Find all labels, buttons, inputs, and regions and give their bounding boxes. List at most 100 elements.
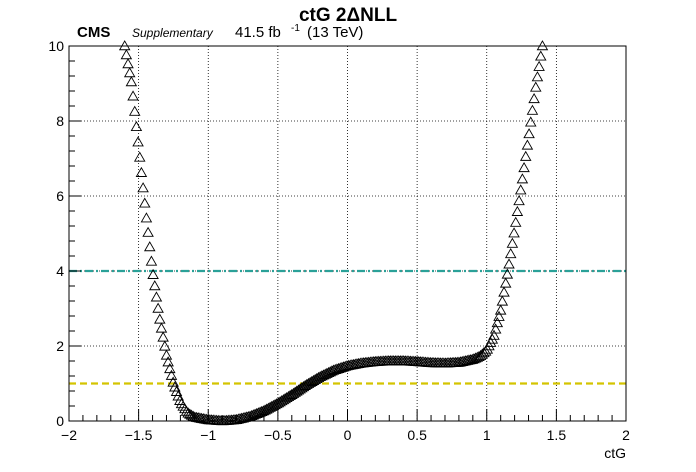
cms-label: CMS <box>77 24 110 41</box>
scan-point <box>143 241 156 252</box>
scan-point <box>504 247 517 259</box>
scan-point <box>154 313 166 324</box>
scan-point <box>506 237 519 248</box>
scan-point <box>169 381 181 392</box>
scan-point <box>533 60 545 71</box>
chart-title: ctG 2ΔNLL <box>299 5 398 26</box>
scan-point <box>132 136 144 147</box>
y-tick-label: 4 <box>56 263 64 279</box>
scan-point <box>501 268 514 279</box>
scan-point <box>526 104 539 115</box>
x-tick-label: 1 <box>483 427 491 443</box>
scan-point <box>138 197 151 208</box>
scan-point <box>521 139 534 150</box>
scan-point <box>339 360 352 371</box>
scan-point <box>514 184 527 195</box>
x-tick-label: 0 <box>344 427 352 443</box>
scan-point <box>529 81 542 92</box>
scan-point <box>336 361 348 372</box>
scan-point <box>496 295 509 306</box>
scan-point <box>120 49 133 60</box>
x-tick-label: 1.5 <box>547 427 567 443</box>
scan-point <box>187 410 199 421</box>
scan-point <box>122 58 134 69</box>
scan-point <box>162 356 174 367</box>
scan-point <box>498 286 510 297</box>
scan-point <box>499 277 512 288</box>
y-tick-label: 2 <box>56 338 64 354</box>
supplementary-label: Supplementary <box>132 26 214 40</box>
scan-point <box>165 369 178 380</box>
scan-point <box>159 340 171 351</box>
energy-label: (13 TeV) <box>307 24 363 41</box>
scan-point <box>509 216 522 227</box>
scan-point <box>125 76 138 87</box>
scan-point <box>167 376 179 387</box>
scan-point <box>535 50 547 61</box>
x-tick-label: 0.5 <box>407 427 427 443</box>
scan-point <box>307 374 320 385</box>
x-tick-label: −1.5 <box>125 427 153 443</box>
scan-point <box>503 258 515 269</box>
scan-point <box>524 116 537 127</box>
scan-point <box>135 166 148 177</box>
y-tick-label: 6 <box>56 188 64 204</box>
scan-point <box>531 71 544 82</box>
scan-point <box>147 268 159 279</box>
scan-point <box>128 105 141 116</box>
scan-point <box>118 40 131 51</box>
x-tick-label: −2 <box>61 427 77 443</box>
scan-point <box>269 398 281 410</box>
scan-point <box>523 128 535 139</box>
scan-point <box>170 385 183 396</box>
tick-labels: −2 −1.5 −1 −0.5 0 0.5 1 1.5 2 0 2 4 6 8 10 <box>48 38 630 443</box>
scan-point <box>172 390 184 401</box>
x-tick-label: −0.5 <box>264 427 292 443</box>
scan-point <box>494 304 507 315</box>
scan-point <box>127 90 139 101</box>
y-tick-label: 10 <box>48 38 64 54</box>
scan-points <box>118 40 549 426</box>
scan-point <box>133 151 146 162</box>
y-tick-label: 8 <box>56 113 64 129</box>
scan-point <box>488 329 500 340</box>
scan-point <box>337 361 350 372</box>
scan-point <box>160 349 173 360</box>
lumi-exponent: -1 <box>291 23 300 34</box>
scan-point <box>149 280 161 291</box>
scan-point <box>476 348 489 359</box>
scan-point <box>185 409 198 420</box>
scan-point <box>528 92 540 104</box>
y-tick-label: 0 <box>56 413 64 429</box>
scan-point <box>478 346 490 358</box>
scan-point <box>157 331 169 342</box>
scan-point <box>142 226 154 237</box>
scan-point <box>516 173 529 184</box>
scan-point <box>489 323 502 334</box>
scan-point <box>491 317 504 328</box>
scan-point <box>140 212 153 223</box>
x-tick-label: −1 <box>200 427 216 443</box>
scan-point <box>145 255 158 266</box>
lumi-label: 41.5 fb <box>235 24 281 41</box>
scan-point <box>155 322 168 333</box>
reference-lines <box>69 269 626 385</box>
scan-point <box>493 310 505 321</box>
scan-point <box>511 205 524 216</box>
x-axis-label: ctG <box>604 445 626 461</box>
scan-point <box>513 195 525 206</box>
scan-point <box>150 291 163 302</box>
axis-ticks <box>68 45 627 422</box>
scan-point <box>137 182 149 193</box>
scan-point <box>518 161 530 173</box>
x-tick-label: 2 <box>622 427 630 443</box>
scan-point <box>152 302 164 313</box>
scan-point <box>130 120 143 132</box>
scan-point <box>519 150 532 161</box>
scan-point <box>508 227 520 238</box>
scan-point <box>164 362 176 374</box>
scan-point <box>123 67 136 78</box>
scan-point <box>536 40 549 51</box>
